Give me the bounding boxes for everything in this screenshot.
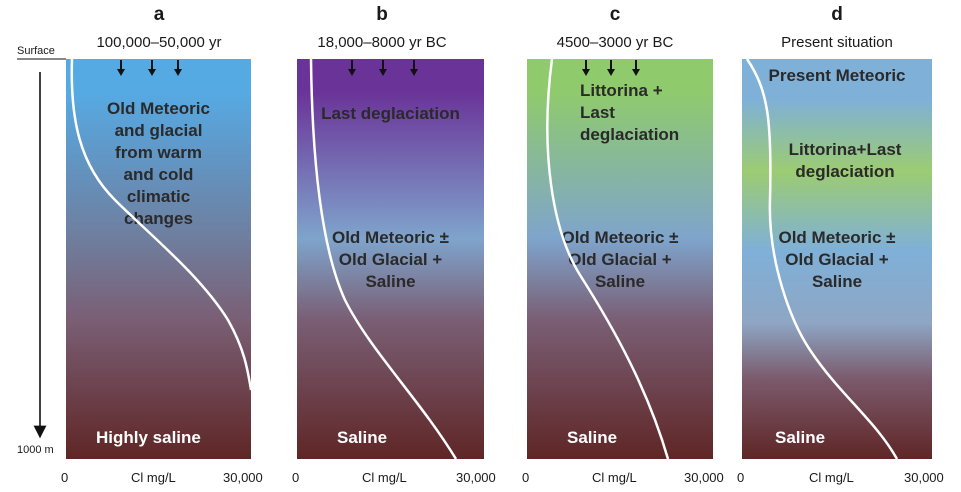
panel-c-x-unit: Cl mg/L xyxy=(592,470,637,485)
panel-d-profile xyxy=(742,59,932,459)
panel-d-x-min: 0 xyxy=(737,470,745,485)
down-arrow-head-icon xyxy=(582,69,590,76)
panel-c-zone-old-meteoric: Old Meteoric ± Old Glacial + Saline xyxy=(561,228,679,291)
panel-a-x-max: 30,000 xyxy=(223,470,263,485)
panel-c-bottom-label: Saline xyxy=(567,428,618,447)
depth-label: 1000 m xyxy=(17,444,54,456)
down-arrow-head-icon xyxy=(148,69,156,76)
down-arrow-head-icon xyxy=(607,69,615,76)
panel-a-profile xyxy=(66,59,251,459)
down-arrow-head-icon xyxy=(348,69,356,76)
panel-a-letter: a xyxy=(153,4,165,25)
panel-b-bottom-label: Saline xyxy=(337,428,388,447)
panel-d-chloride-curve xyxy=(745,58,899,460)
panel-b-zone-last-deglaciation: Last deglaciation xyxy=(321,104,460,123)
panel-b-zone-old-meteoric: Old Meteoric ± Old Glacial + Saline xyxy=(331,228,450,291)
panel-d-letter: d xyxy=(831,4,843,25)
panel-d-x-unit: Cl mg/L xyxy=(809,470,854,485)
down-arrow-head-icon xyxy=(174,69,182,76)
panel-b-x-min: 0 xyxy=(292,470,300,485)
panel-c-infiltration-arrows xyxy=(582,60,640,76)
down-arrow-head-icon xyxy=(632,69,640,76)
panel-a-zone-old-meteoric: Old Meteoric and glacial from warm and col… xyxy=(107,99,210,228)
panel-c-profile xyxy=(527,59,713,459)
panel-d-zone-present-meteoric: Present Meteoric xyxy=(768,66,906,85)
down-arrow-head-icon xyxy=(117,69,125,76)
panel-c-x-max: 30,000 xyxy=(684,470,724,485)
panel-b-infiltration-arrows xyxy=(348,60,418,76)
panel-a-period: 100,000–50,000 yr xyxy=(96,34,222,51)
surface-label: Surface xyxy=(17,45,55,57)
panel-a-infiltration-arrows xyxy=(117,60,182,76)
panel-d-zone-old-meteoric: Old Meteoric ± Old Glacial + Saline xyxy=(778,228,896,291)
panel-b-profile xyxy=(297,59,484,459)
panel-b-period: 18,000–8000 yr BC xyxy=(317,34,447,51)
panel-d-zone-littorina: Littorina+Last deglaciation xyxy=(788,140,902,181)
panel-b-x-unit: Cl mg/L xyxy=(362,470,407,485)
down-arrow-head-icon xyxy=(379,69,387,76)
panel-c-x-min: 0 xyxy=(522,470,530,485)
panel-d-period: Present situation xyxy=(781,34,893,51)
panel-c-period: 4500–3000 yr BC xyxy=(556,34,674,51)
panel-c-letter: c xyxy=(609,4,621,25)
panel-b-chloride-curve xyxy=(309,58,458,460)
panel-c-chloride-curve xyxy=(546,58,670,460)
panel-a-chloride-curve xyxy=(70,58,253,391)
panel-d-bottom-label: Saline xyxy=(775,428,826,447)
panel-b-letter: b xyxy=(376,4,388,25)
down-arrow-head-icon xyxy=(410,69,418,76)
panel-b-x-max: 30,000 xyxy=(456,470,496,485)
panel-a-x-unit: Cl mg/L xyxy=(131,470,176,485)
panel-a-bottom-label: Highly saline xyxy=(96,428,201,447)
panel-a-x-min: 0 xyxy=(61,470,69,485)
panel-d-x-max: 30,000 xyxy=(904,470,944,485)
panel-c-zone-littorina: Littorina + Last deglaciation xyxy=(580,81,680,144)
